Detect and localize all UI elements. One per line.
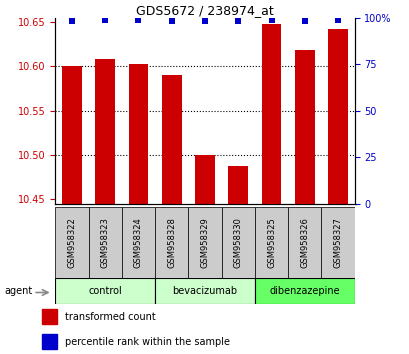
Title: GDS5672 / 238974_at: GDS5672 / 238974_at (136, 4, 273, 17)
Text: GSM958325: GSM958325 (266, 217, 275, 268)
Bar (55, 207, 88, 278)
Bar (62, 66, 82, 204)
Bar (95, 59, 115, 204)
Text: GSM958330: GSM958330 (233, 217, 242, 268)
Bar (261, 24, 281, 204)
Text: dibenzazepine: dibenzazepine (269, 286, 339, 296)
Text: percentile rank within the sample: percentile rank within the sample (65, 337, 230, 347)
Bar (155, 278, 254, 304)
Point (334, 17, 340, 22)
Point (168, 18, 175, 24)
Bar (162, 75, 181, 204)
Point (267, 17, 274, 22)
Text: agent: agent (4, 286, 32, 296)
Bar (321, 207, 354, 278)
Point (301, 18, 307, 24)
Text: GSM958327: GSM958327 (333, 217, 342, 268)
Text: GSM958323: GSM958323 (101, 217, 110, 268)
Text: control: control (88, 286, 122, 296)
Bar (221, 207, 254, 278)
Point (201, 18, 208, 24)
Bar (155, 207, 188, 278)
Bar (228, 166, 247, 204)
Bar (294, 50, 314, 204)
Bar (121, 207, 155, 278)
Text: transformed count: transformed count (65, 312, 156, 322)
Bar (128, 64, 148, 204)
Point (102, 17, 108, 22)
Bar (327, 29, 347, 204)
Bar (288, 207, 321, 278)
Bar (42, 309, 57, 324)
Text: GSM958326: GSM958326 (299, 217, 308, 268)
Bar (55, 278, 155, 304)
Bar (188, 207, 221, 278)
Bar (254, 278, 354, 304)
Text: GSM958329: GSM958329 (200, 217, 209, 268)
Point (234, 18, 241, 24)
Text: GSM958328: GSM958328 (167, 217, 176, 268)
Text: GSM958324: GSM958324 (134, 217, 143, 268)
Bar (88, 207, 121, 278)
Bar (42, 334, 57, 349)
Bar (254, 207, 288, 278)
Bar (195, 155, 214, 204)
Point (69, 18, 75, 24)
Text: GSM958322: GSM958322 (67, 217, 76, 268)
Point (135, 17, 142, 22)
Text: bevacizumab: bevacizumab (172, 286, 237, 296)
